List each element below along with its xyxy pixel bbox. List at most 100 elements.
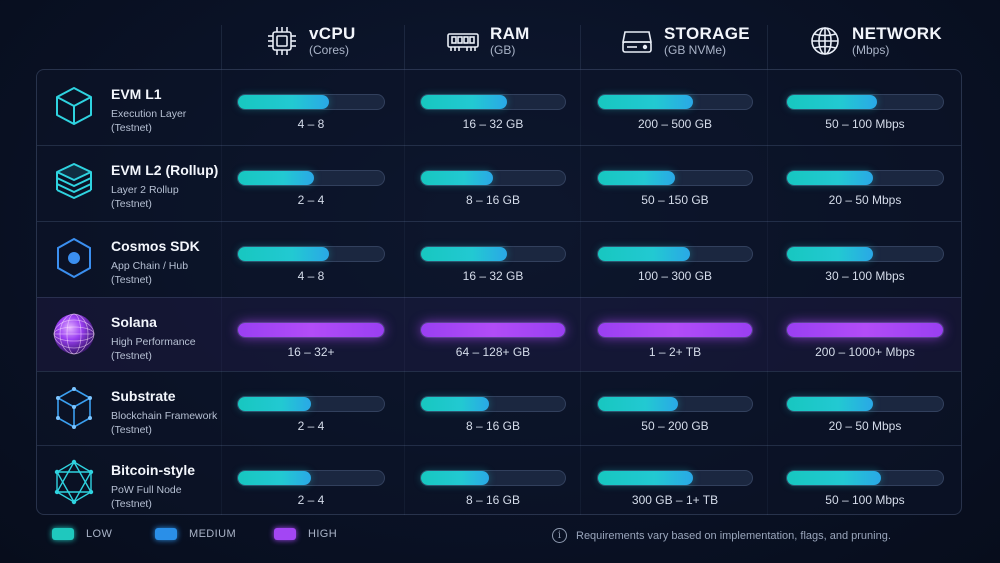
column-title: RAM (490, 23, 530, 43)
metric-value: 16 – 32 GB (462, 269, 524, 283)
column-title: NETWORK (852, 23, 942, 43)
metric-value: 8 – 16 GB (465, 193, 521, 207)
network-name: Solana (111, 314, 157, 330)
metric-value: 8 – 16 GB (465, 419, 521, 433)
metric-value: 16 – 32+ (287, 345, 335, 359)
metric-value: 50 – 100 Mbps (825, 493, 905, 507)
metric-value: 300 GB – 1+ TB (631, 493, 719, 507)
requirement-bar-fill (421, 323, 565, 337)
network-cell: Bitcoin-style PoW Full Node (Testnet) (37, 446, 222, 520)
cpu-icon (265, 24, 299, 58)
requirement-bar-fill (787, 471, 881, 485)
requirement-bar (420, 396, 566, 412)
metric-value: 30 – 100 Mbps (825, 269, 905, 283)
metric-value: 16 – 32 GB (462, 117, 524, 131)
requirement-bar (786, 94, 944, 110)
requirement-bar-fill (421, 95, 507, 109)
requirement-bar-fill (787, 171, 873, 185)
sphere-icon (51, 310, 97, 358)
requirement-bar (786, 322, 944, 338)
network-cell: Substrate Blockchain Framework (Testnet) (37, 372, 222, 446)
network-type: Execution Layer (111, 108, 187, 120)
table-row: EVM L1 Execution Layer (Testnet) 4 – 8 16 – … (37, 70, 961, 144)
requirement-bar (420, 470, 566, 486)
requirement-bar (786, 170, 944, 186)
metric-value: 64 – 128+ GB (455, 345, 531, 359)
requirement-bar (597, 94, 753, 110)
requirement-bar-fill (598, 471, 693, 485)
wireframe-cube-icon (51, 384, 97, 432)
legend-swatch (155, 528, 177, 540)
column-subtitle: (GB) (490, 42, 516, 57)
metric-value: 4 – 8 (297, 117, 325, 131)
column-title: vCPU (309, 23, 356, 43)
requirement-bar-fill (598, 397, 678, 411)
network-description: Blockchain Framework (Testnet) (111, 409, 217, 437)
table-row: Cosmos SDK App Chain / Hub (Testnet) 4 – 8 1… (37, 221, 961, 295)
legend: LOW MEDIUM HIGH i Requirements vary base… (0, 528, 1000, 548)
requirement-bar (786, 396, 944, 412)
metric-value: 20 – 50 Mbps (828, 193, 902, 207)
requirement-bar (597, 396, 753, 412)
network-name: Substrate (111, 388, 176, 404)
metric-value: 8 – 16 GB (465, 493, 521, 507)
storage-icon (620, 24, 654, 58)
requirement-bar (597, 246, 753, 262)
requirements-table: EVM L1 Execution Layer (Testnet) 4 – 8 16 – … (36, 69, 962, 515)
network-env: (Testnet) (111, 198, 152, 210)
network-cell: EVM L2 (Rollup) Layer 2 Rollup (Testnet) (37, 146, 222, 220)
requirement-bar (597, 170, 753, 186)
hexagon-icon (51, 234, 97, 282)
table-row: Bitcoin-style PoW Full Node (Testnet) 2 – 4… (37, 445, 961, 515)
requirement-bar-fill (787, 397, 873, 411)
legend-swatch (274, 528, 296, 540)
metric-value: 100 – 300 GB (637, 269, 713, 283)
legend-label: LOW (86, 528, 113, 540)
requirement-bar-fill (238, 171, 314, 185)
requirement-bar (237, 396, 385, 412)
network-description: Execution Layer (Testnet) (111, 107, 186, 135)
network-description: High Performance (Testnet) (111, 335, 196, 363)
cube-icon (51, 82, 97, 130)
requirement-bar-fill (421, 471, 489, 485)
network-type: Layer 2 Rollup (111, 184, 179, 196)
network-hexagon-icon (51, 458, 97, 506)
network-env: (Testnet) (111, 498, 152, 510)
requirement-bar (420, 322, 566, 338)
network-cell: EVM L1 Execution Layer (Testnet) (37, 70, 222, 144)
requirement-bar (237, 322, 385, 338)
metric-value: 4 – 8 (297, 269, 325, 283)
network-env: (Testnet) (111, 350, 152, 362)
network-description: PoW Full Node (Testnet) (111, 483, 182, 511)
ram-icon (446, 24, 480, 58)
requirement-bar (420, 246, 566, 262)
requirement-bar (237, 170, 385, 186)
requirement-bar (420, 170, 566, 186)
requirement-bar-fill (238, 323, 384, 337)
metric-value: 2 – 4 (297, 493, 325, 507)
column-header-network: NETWORK (Mbps) (808, 20, 942, 62)
requirement-bar-fill (238, 471, 311, 485)
metric-value: 50 – 100 Mbps (825, 117, 905, 131)
column-header-vcpu: vCPU (Cores) (265, 20, 356, 62)
layers-icon (51, 158, 97, 206)
metric-value: 200 – 500 GB (637, 117, 713, 131)
legend-item-low: LOW (52, 528, 112, 540)
requirement-bar-fill (238, 247, 329, 261)
requirement-bar-fill (787, 95, 877, 109)
requirement-bar-fill (598, 323, 752, 337)
column-subtitle: (GB NVMe) (664, 42, 727, 57)
legend-swatch (52, 528, 74, 540)
metric-value: 1 – 2+ TB (648, 345, 702, 359)
globe-icon (808, 24, 842, 58)
requirement-bar-fill (598, 171, 675, 185)
metric-value: 20 – 50 Mbps (828, 419, 902, 433)
network-description: App Chain / Hub (Testnet) (111, 259, 188, 287)
network-name: Cosmos SDK (111, 238, 200, 254)
requirement-bar (237, 246, 385, 262)
legend-item-high: HIGH (274, 528, 337, 540)
network-env: (Testnet) (111, 274, 152, 286)
table-row: Solana High Performance (Testnet) 16 – 32+ 6… (37, 297, 961, 371)
network-name: EVM L1 (111, 86, 162, 102)
network-cell: Solana High Performance (Testnet) (37, 298, 222, 372)
